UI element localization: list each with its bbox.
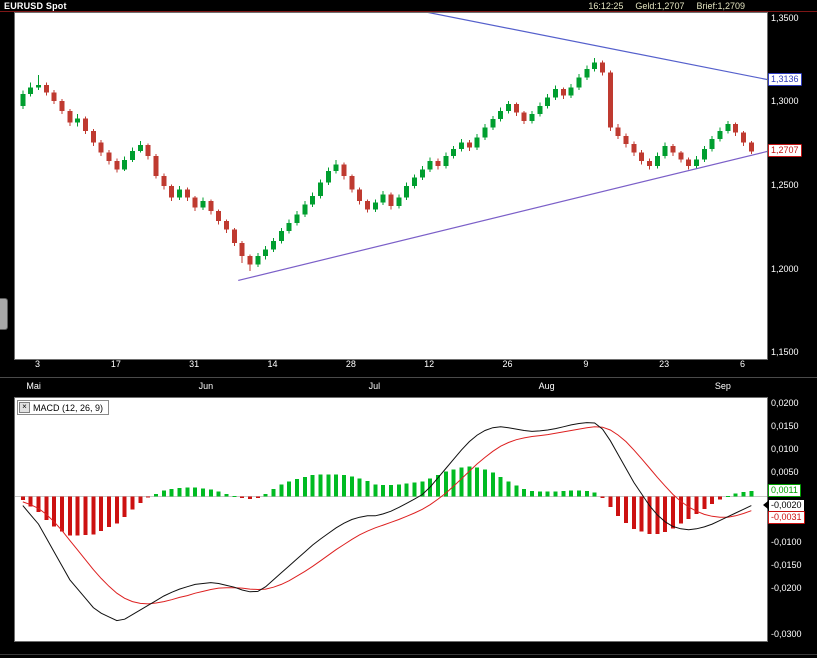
macd-value-box: -0,0031	[768, 510, 805, 524]
x-axis-date-label: 6	[739, 359, 746, 369]
macd-axis-label: -0,0200	[771, 583, 802, 594]
bid-value: 1,2707	[656, 0, 685, 11]
macd-close-button[interactable]: ×	[19, 402, 30, 413]
price-y-axis: 1,3500 1,3000 1,2500 1,2000 1,1500 1,3136 1,27…	[768, 12, 817, 358]
x-axis-month-label: Mai	[26, 381, 41, 391]
signal-line	[22, 426, 752, 605]
macd-panel: × MACD (12, 26, 9)	[14, 397, 768, 642]
macd-axis-label: 0,0200	[771, 397, 799, 408]
bid-display: Geld:1,2707	[635, 1, 684, 11]
price-axis-label: 1,3500	[771, 12, 799, 23]
macd-value-pointer-icon	[763, 500, 768, 509]
macd-line	[22, 422, 752, 622]
macd-value-box: -0,0020	[768, 498, 805, 512]
quote-info: 16:12:25 Geld:1,2707 Brief:1,2709	[588, 1, 817, 11]
x-axis-month-label: Sep	[714, 381, 731, 391]
x-axis-date-label: 3	[34, 359, 41, 369]
x-axis-date-label: 28	[345, 359, 356, 369]
x-axis-month-label: Jul	[368, 381, 381, 391]
x-axis-dates: 3 17 31 14 28 12 26 9 23 6	[0, 359, 817, 372]
price-marker-box: 1,3136	[768, 72, 802, 86]
window-bottom-edge	[0, 654, 817, 655]
trendlines	[238, 13, 767, 282]
candles	[20, 58, 754, 272]
x-axis-month-label: Aug	[538, 381, 555, 391]
price-marker-box: 1,2707	[768, 144, 802, 158]
x-axis-date-label: 17	[110, 359, 121, 369]
x-axis-date-label: 14	[267, 359, 278, 369]
axis-divider	[0, 377, 817, 378]
symbol-title: EURUSD Spot	[4, 0, 67, 11]
ask-value: 1,2709	[717, 0, 745, 11]
time-display: 16:12:25	[588, 0, 624, 11]
macd-value-box: 0,0011	[768, 484, 801, 498]
price-axis-label: 1,2500	[771, 180, 799, 190]
x-axis-date-label: 9	[583, 359, 589, 369]
macd-axis-label: 0,0050	[771, 467, 799, 478]
ask-label: Brief:	[696, 0, 718, 11]
indicator-label-box: × MACD (12, 26, 9)	[17, 400, 110, 415]
macd-axis-label: -0,0150	[771, 559, 802, 570]
macd-chart-canvas[interactable]	[15, 398, 767, 641]
macd-y-axis: 0,0200 0,0150 0,0100 0,0050 -0,0100 -0,0150 -0…	[763, 397, 817, 640]
x-axis-date-label: 26	[502, 359, 513, 369]
price-axis-label: 1,3000	[771, 96, 799, 107]
x-axis-month-label: Jun	[198, 381, 214, 391]
x-axis-date-label: 31	[189, 359, 200, 369]
price-axis-label: 1,2000	[771, 263, 799, 274]
macd-axis-label: 0,0100	[771, 443, 799, 454]
ask-display: Brief:1,2709	[696, 1, 745, 11]
x-axis-date-label: 12	[424, 359, 435, 369]
panel-splitter-grip[interactable]	[0, 298, 8, 330]
macd-axis-label: -0,0100	[771, 536, 802, 547]
x-axis-months: Mai Jun Jul Aug Sep	[0, 381, 817, 394]
price-chart-panel	[14, 12, 768, 360]
bid-label: Geld:	[635, 0, 657, 11]
x-axis-date-label: 23	[659, 359, 670, 369]
chart-titlebar: EURUSD Spot 16:12:25 Geld:1,2707 Brief:1…	[0, 0, 817, 12]
price-axis-label: 1,1500	[771, 347, 799, 358]
macd-histogram	[20, 466, 754, 536]
indicator-title: MACD (12, 26, 9)	[33, 402, 104, 413]
price-chart-canvas[interactable]	[15, 13, 767, 359]
macd-axis-label: -0,0300	[771, 629, 802, 640]
macd-axis-label: 0,0150	[771, 420, 799, 431]
